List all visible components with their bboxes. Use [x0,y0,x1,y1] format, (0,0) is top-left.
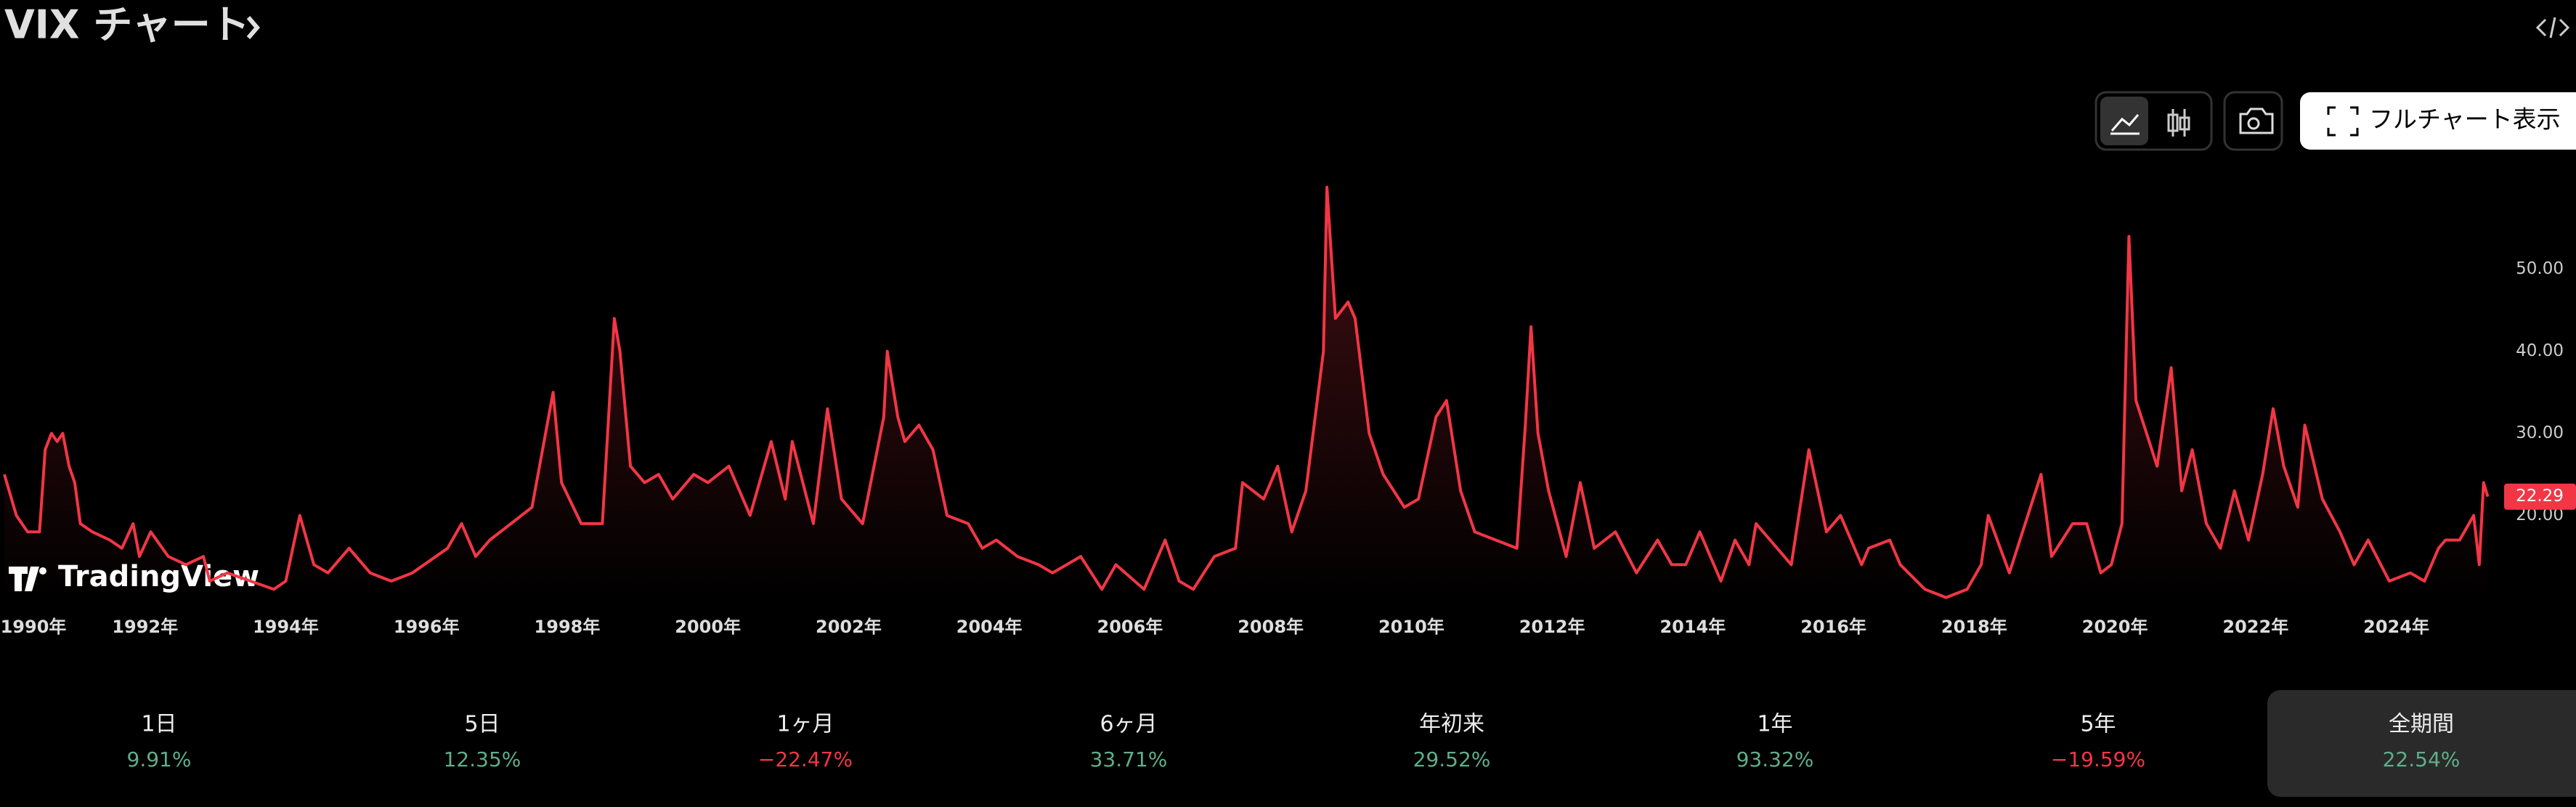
x-tick-label: 2022年 [2222,617,2288,637]
y-tick-label: 40.00 [2516,341,2564,360]
last-price-badge [2504,483,2576,510]
x-tick-label: 1992年 [112,617,178,637]
x-tick-label: 2020年 [2082,617,2148,637]
x-tick-label: 2006年 [1097,617,1163,637]
x-tick-label: 2024年 [2363,617,2429,637]
chart-style-group [2094,91,2213,151]
full-chart-button[interactable] [2300,92,2576,150]
x-tick-label: 2010年 [1378,617,1445,637]
x-tick-label: 2002年 [816,617,882,637]
camera-lens [2247,117,2260,130]
x-tick-label: 2008年 [1238,617,1304,637]
area-fill [4,187,2488,601]
period-label[interactable]: 1ヶ月 [776,712,834,737]
period-label[interactable]: 1年 [1757,712,1792,737]
x-tick-label: 2012年 [1519,617,1585,637]
camera-icon [2239,108,2274,134]
last-price-label: 22.29 [2516,487,2564,506]
area-icon [2110,114,2140,135]
candle-button[interactable] [2167,109,2190,137]
period-change: 12.35% [444,747,521,771]
period-change: −22.47% [758,747,853,771]
screenshot-button[interactable] [2223,91,2283,151]
y-tick-label: 30.00 [2516,423,2564,442]
x-tick-label: 2000年 [675,617,741,637]
price-line [3,185,2490,599]
full-chart-label[interactable]: フルチャート表示 [2369,105,2561,134]
x-tick-label: 2004年 [956,617,1023,637]
period-label[interactable]: 5年 [2080,712,2116,737]
x-tick-label: 1990年 [1,617,67,637]
y-tick-label: 50.00 [2516,259,2564,278]
chevron [246,16,260,39]
period-label[interactable]: 年初来 [1419,712,1484,737]
period-label[interactable]: 1日 [141,712,176,737]
x-tick-label: 1994年 [253,617,319,637]
fullscreen-icon [2327,106,2359,137]
period-label[interactable]: 5日 [464,712,500,737]
title[interactable]: VIX チャート [4,2,250,48]
period-change: 9.91% [127,747,192,771]
x-tick-label: 2016年 [1800,617,1866,637]
embed-icon[interactable] [2535,17,2570,38]
active-period-bg [2267,690,2576,797]
x-tick-label: 1998年 [535,617,601,637]
period-label[interactable]: 6ヶ月 [1100,712,1157,737]
period-change: 93.32% [1736,747,1814,771]
x-tick-label: 1996年 [394,617,460,637]
period-label[interactable]: 全期間 [2389,712,2454,737]
period-change: 33.71% [1090,747,1168,771]
period-change: 22.54% [2383,747,2461,771]
period-change: 29.52% [1413,747,1491,771]
x-tick-label: 2014年 [1659,617,1726,637]
x-tick-label: 2018年 [1941,617,2007,637]
period-change: −19.59% [2051,747,2145,771]
